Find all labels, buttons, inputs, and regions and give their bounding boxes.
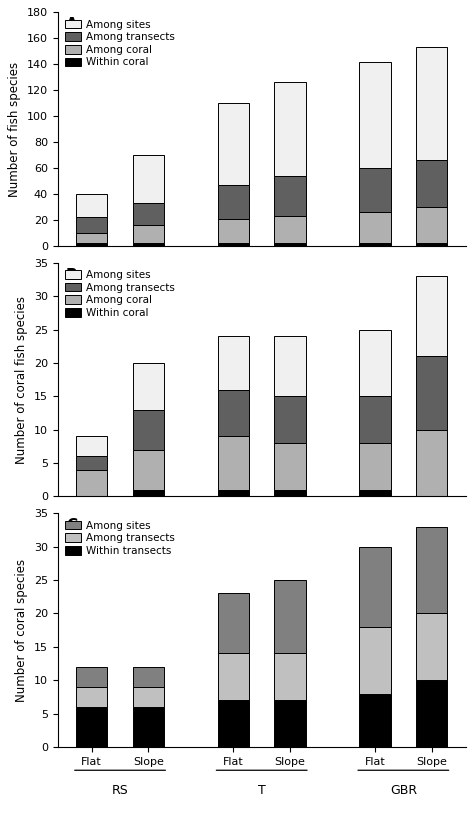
Bar — [76, 667, 107, 687]
Bar — [76, 233, 107, 243]
Bar — [274, 654, 306, 700]
Bar — [218, 103, 249, 185]
Bar — [76, 217, 107, 233]
Bar — [359, 490, 391, 497]
Bar — [274, 82, 306, 176]
Bar — [416, 160, 447, 207]
Y-axis label: Number of coral species: Number of coral species — [15, 558, 28, 702]
Bar — [359, 212, 391, 243]
Bar — [133, 667, 164, 687]
Text: B: B — [66, 268, 78, 282]
Bar — [416, 527, 447, 614]
Bar — [218, 490, 249, 497]
Text: GBR: GBR — [390, 784, 417, 797]
Bar — [133, 409, 164, 449]
Bar — [359, 547, 391, 627]
Legend: Among sites, Among transects, Among coral, Within coral: Among sites, Among transects, Among cora… — [63, 18, 177, 69]
Bar — [359, 443, 391, 490]
Bar — [359, 694, 391, 747]
Bar — [133, 363, 164, 409]
Bar — [359, 62, 391, 168]
Bar — [274, 336, 306, 396]
Bar — [133, 707, 164, 747]
Bar — [416, 207, 447, 243]
Bar — [76, 194, 107, 217]
Bar — [133, 449, 164, 490]
Legend: Among sites, Among transects, Within transects: Among sites, Among transects, Within tra… — [63, 519, 177, 558]
Bar — [274, 700, 306, 747]
Bar — [133, 155, 164, 203]
Bar — [218, 390, 249, 436]
Bar — [218, 243, 249, 246]
Bar — [218, 700, 249, 747]
Bar — [274, 243, 306, 246]
Bar — [76, 470, 107, 497]
Bar — [416, 430, 447, 497]
Bar — [76, 457, 107, 470]
Bar — [76, 687, 107, 707]
Bar — [274, 176, 306, 216]
Bar — [274, 216, 306, 243]
Bar — [218, 593, 249, 654]
Bar — [416, 614, 447, 681]
Bar — [274, 443, 306, 490]
Bar — [218, 219, 249, 243]
Bar — [274, 396, 306, 443]
Text: C: C — [66, 518, 77, 533]
Bar — [416, 357, 447, 430]
Bar — [359, 330, 391, 396]
Bar — [416, 243, 447, 246]
Bar — [274, 490, 306, 497]
Bar — [359, 627, 391, 694]
Bar — [218, 436, 249, 490]
Bar — [76, 436, 107, 457]
Y-axis label: Number of fish species: Number of fish species — [9, 62, 21, 197]
Text: RS: RS — [112, 784, 128, 797]
Bar — [274, 580, 306, 654]
Bar — [133, 687, 164, 707]
Bar — [133, 490, 164, 497]
Text: T: T — [258, 784, 265, 797]
Bar — [218, 654, 249, 700]
Bar — [218, 185, 249, 219]
Bar — [133, 225, 164, 243]
Bar — [76, 707, 107, 747]
Bar — [76, 243, 107, 246]
Bar — [133, 203, 164, 225]
Bar — [416, 47, 447, 160]
Bar — [359, 243, 391, 246]
Bar — [416, 276, 447, 357]
Bar — [359, 168, 391, 212]
Legend: Among sites, Among transects, Among coral, Within coral: Among sites, Among transects, Among cora… — [63, 268, 177, 320]
Y-axis label: Number of coral fish species: Number of coral fish species — [15, 295, 28, 464]
Bar — [218, 336, 249, 390]
Text: A: A — [66, 17, 78, 32]
Bar — [359, 396, 391, 443]
Bar — [133, 243, 164, 246]
Bar — [416, 681, 447, 747]
